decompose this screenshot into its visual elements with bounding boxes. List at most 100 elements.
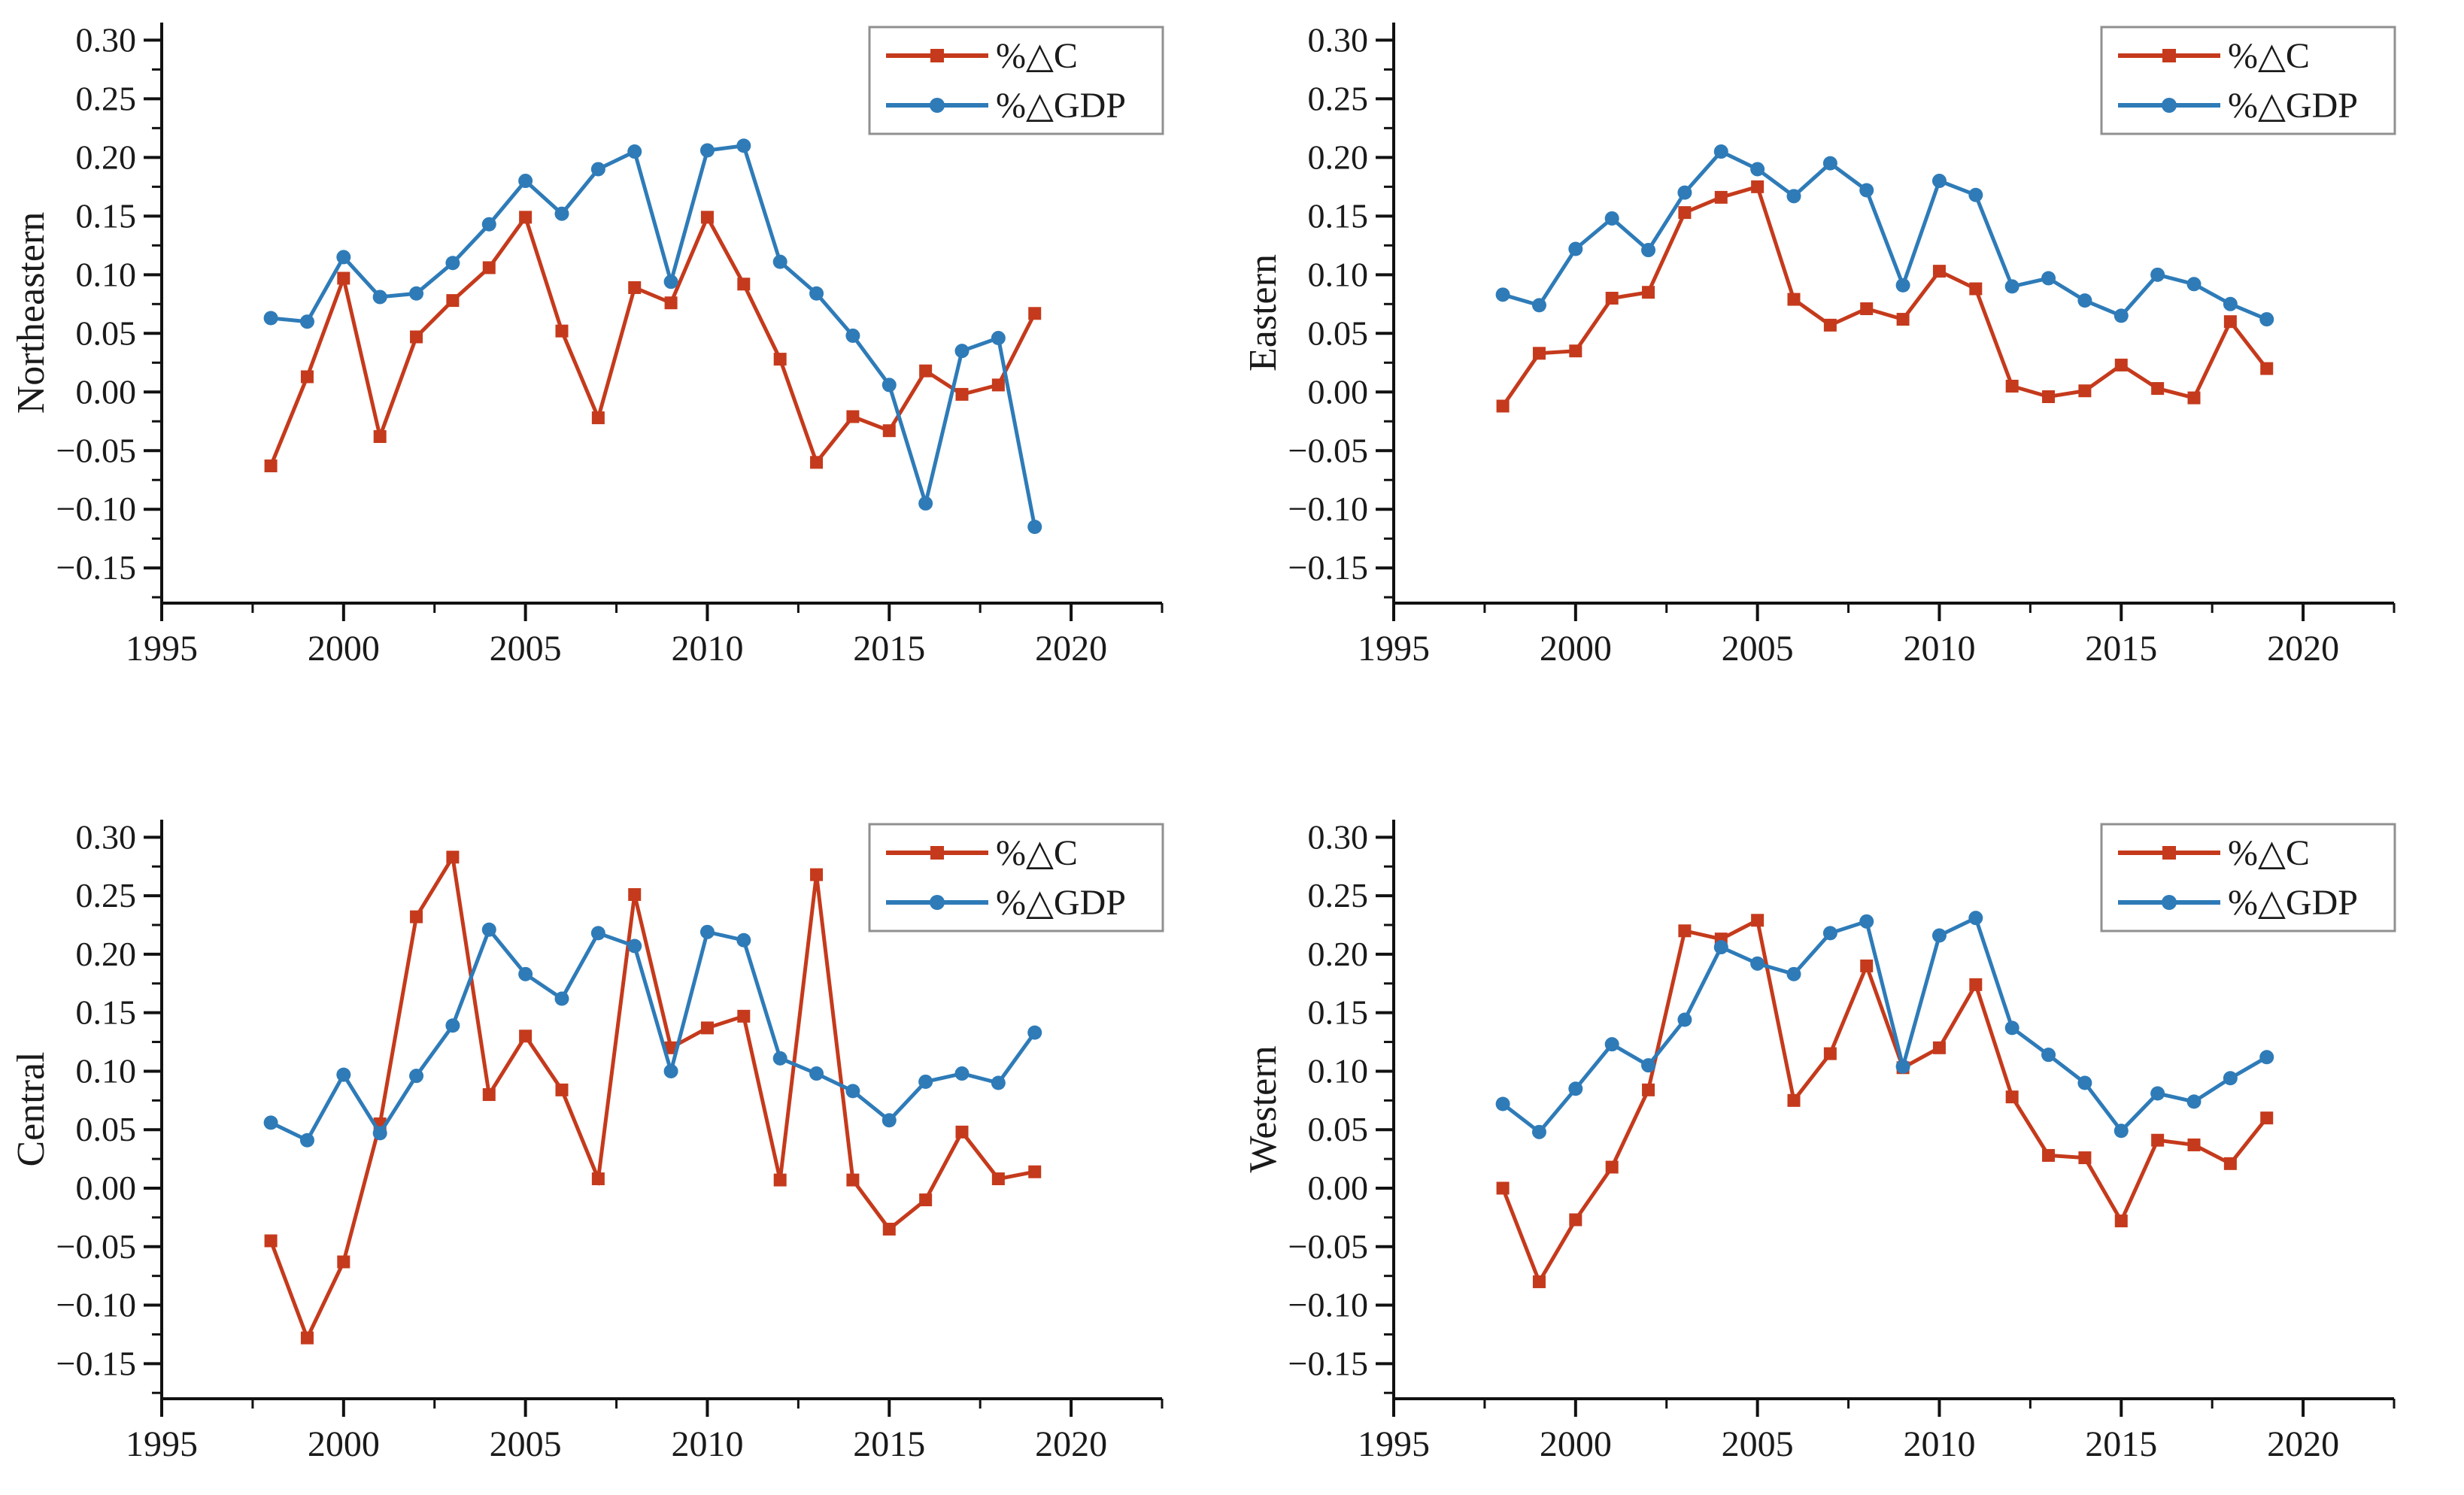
marker-c xyxy=(1896,313,1910,326)
chart-canvas-northeastern: 1995 2000 2005 2010 2015 2020 0.30 0.25 0.20 0.15… xyxy=(10,20,1164,669)
y-tick-label: 0.20 xyxy=(76,138,137,176)
x-tick-label: 2015 xyxy=(853,629,925,669)
marker-c xyxy=(810,868,824,881)
x-tick-label: 1995 xyxy=(126,1424,198,1464)
series-line-c xyxy=(1501,184,2268,408)
series-line-c xyxy=(269,213,1036,467)
marker-gdp xyxy=(991,331,1006,346)
y-tick-label: −0.05 xyxy=(56,1227,136,1266)
marker-gdp xyxy=(1786,966,1801,981)
x-tick-label: 2010 xyxy=(1903,1424,1975,1464)
marker-c xyxy=(628,281,642,294)
marker-c xyxy=(700,1021,714,1035)
legend-box xyxy=(2100,823,2396,932)
y-tick-label: 0.30 xyxy=(1308,20,1369,59)
marker-c xyxy=(664,1041,678,1054)
marker-gdp xyxy=(699,143,715,158)
marker-c xyxy=(1932,1041,1946,1054)
chart-western: 1995 2000 2005 2010 2015 2020 0.30 0.25 0.20 0.15… xyxy=(1232,748,2464,1495)
marker-gdp xyxy=(1713,940,1728,955)
marker-gdp xyxy=(1859,183,1874,198)
legend-label-gdp: %△GDP xyxy=(2228,883,2358,923)
marker-gdp xyxy=(2114,308,2129,323)
x-tick-label: 2020 xyxy=(1035,629,1107,669)
marker-gdp xyxy=(2041,1048,2056,1063)
marker-gdp xyxy=(1822,156,1837,171)
marker-c xyxy=(955,1125,969,1139)
x-tick-label: 2005 xyxy=(1722,1424,1794,1464)
legend-box xyxy=(868,823,1164,932)
x-tick-label: 2010 xyxy=(1903,629,1975,669)
y-tick-label: −0.10 xyxy=(1288,1286,1368,1324)
legend-label-gdp: %△GDP xyxy=(996,883,1126,923)
marker-gdp xyxy=(2186,277,2202,292)
x-tick-label: 2000 xyxy=(308,1424,380,1464)
y-tick-label: 0.20 xyxy=(1308,935,1369,973)
marker-c xyxy=(2114,1214,2128,1228)
marker-c xyxy=(628,888,642,902)
marker-c xyxy=(1860,959,1874,972)
y-tick-label: 0.00 xyxy=(76,1169,137,1207)
marker-gdp xyxy=(1750,162,1765,177)
marker-c xyxy=(1496,1181,1510,1195)
marker-gdp xyxy=(2004,1020,2019,1036)
marker-gdp xyxy=(627,144,642,159)
marker-gdp xyxy=(554,991,569,1006)
marker-c xyxy=(2005,1090,2019,1104)
marker-gdp xyxy=(2004,279,2019,294)
marker-gdp xyxy=(481,922,496,937)
marker-c xyxy=(1714,190,1728,204)
series-line-c xyxy=(1501,917,2268,1287)
marker-c xyxy=(1496,399,1510,413)
marker-gdp xyxy=(663,1063,678,1078)
marker-gdp xyxy=(699,924,715,939)
y-tick-label: 0.10 xyxy=(1308,1051,1369,1090)
marker-c xyxy=(519,211,533,224)
marker-c xyxy=(1678,924,1692,938)
marker-c xyxy=(1605,292,1619,305)
marker-c xyxy=(991,1172,1005,1186)
y-tick-label: 0.15 xyxy=(1308,196,1369,235)
y-tick-label: −0.05 xyxy=(1288,1227,1368,1266)
series-line-gdp xyxy=(1501,915,2268,1135)
legend-marker-c xyxy=(930,846,944,860)
marker-c xyxy=(1642,1083,1655,1096)
marker-gdp xyxy=(991,1075,1006,1090)
marker-c xyxy=(737,277,751,291)
marker-c xyxy=(1028,1165,1042,1178)
y-axis-title: Eastern xyxy=(1242,254,1285,371)
marker-c xyxy=(1969,978,1983,991)
marker-gdp xyxy=(918,496,933,511)
marker-c xyxy=(955,387,969,401)
marker-gdp xyxy=(263,1115,278,1130)
marker-gdp xyxy=(1713,144,1728,159)
marker-gdp xyxy=(1568,241,1583,256)
marker-gdp xyxy=(1027,520,1042,535)
marker-c xyxy=(555,1083,569,1096)
marker-c xyxy=(2187,1138,2201,1151)
y-tick-label: 0.30 xyxy=(76,20,137,59)
marker-gdp xyxy=(882,378,897,393)
marker-gdp xyxy=(481,217,496,232)
legend-label-gdp: %△GDP xyxy=(2228,86,2358,126)
marker-c xyxy=(482,261,496,274)
marker-gdp xyxy=(809,1066,824,1081)
marker-c xyxy=(1823,318,1837,332)
marker-gdp xyxy=(299,1133,314,1148)
marker-gdp xyxy=(2186,1094,2202,1109)
y-tick-label: −0.10 xyxy=(56,490,136,528)
marker-c xyxy=(1932,265,1946,278)
marker-gdp xyxy=(1677,1012,1692,1027)
marker-gdp xyxy=(445,1018,460,1033)
marker-gdp xyxy=(1604,211,1619,226)
marker-gdp xyxy=(663,274,678,290)
marker-gdp xyxy=(1531,298,1546,313)
marker-c xyxy=(1969,282,1983,296)
y-tick-label: −0.05 xyxy=(1288,431,1368,469)
y-tick-label: −0.15 xyxy=(56,1344,136,1382)
marker-gdp xyxy=(1568,1081,1583,1096)
marker-c xyxy=(1532,347,1546,360)
marker-gdp xyxy=(1968,911,1983,926)
y-tick-label: −0.05 xyxy=(56,431,136,469)
